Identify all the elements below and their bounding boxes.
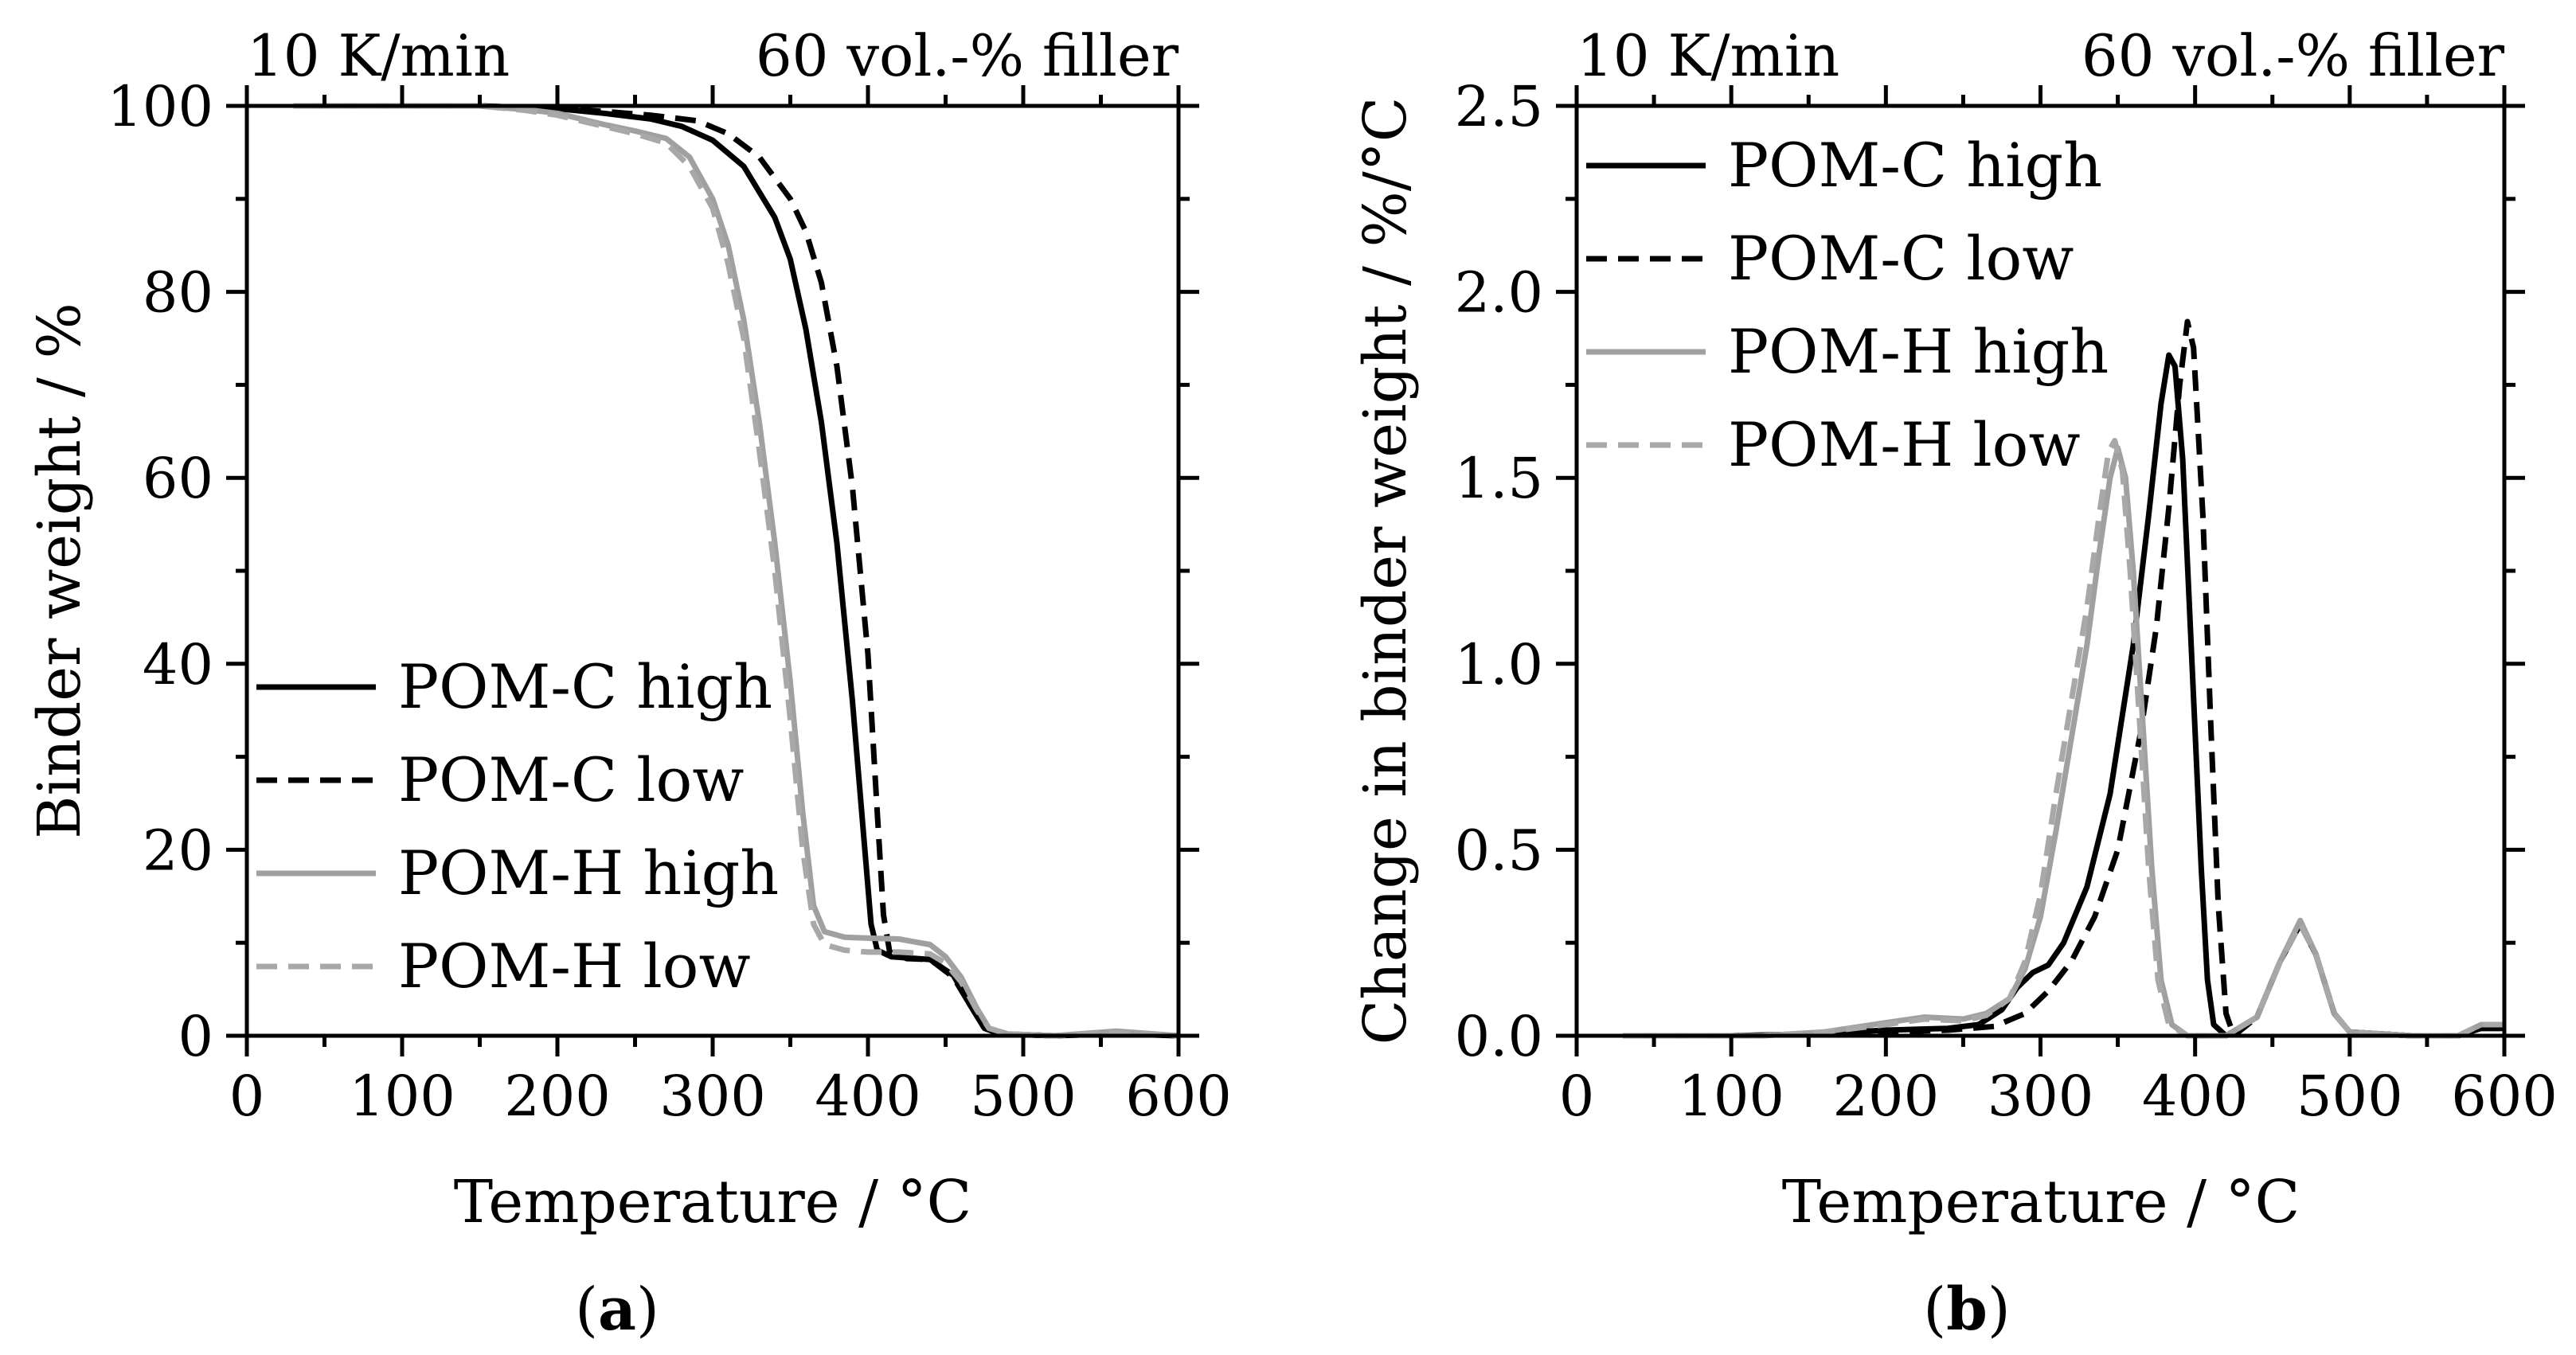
panel-b-x-tick-label: 200: [1833, 1064, 1940, 1129]
panel-b-y-tick-label: 2.5: [1455, 74, 1543, 139]
panel-b-x-tick-label: 0: [1559, 1064, 1595, 1129]
panel-b-series-layer: [1623, 318, 2504, 1039]
panel-a-y-tick-label: 20: [143, 818, 213, 883]
panel-b-x-tick-label: 600: [2451, 1064, 2558, 1129]
panel-b-legend-label: POM-H low: [1728, 409, 2081, 480]
panel-a-chart: 10 K/min 60 vol.-% filler 0 100 200 300 400 5…: [25, 22, 1232, 1344]
panel-a-y-axis-title: Binder weight / %: [25, 303, 94, 839]
panel-b-y-tick-label: 0.5: [1455, 818, 1543, 883]
panel-a-caption-close: ): [636, 1275, 659, 1344]
panel-a-x-tick-label: 0: [229, 1064, 265, 1129]
panel-a-y-tick-label: 60: [143, 446, 213, 511]
panel-a-y-tick-label: 100: [107, 74, 213, 139]
panel-b-caption: (b): [1923, 1275, 2011, 1344]
panel-a-y-tick-label: 80: [143, 260, 213, 326]
panel-b-y-tick-label: 1.0: [1455, 632, 1543, 697]
panel-b-legend-label: POM-H high: [1728, 316, 2109, 387]
panel-b-y-tick-label: 2.0: [1455, 260, 1543, 326]
panel-b-y-tick-label: 1.5: [1455, 446, 1543, 511]
panel-a-x-axis-title: Temperature / °C: [454, 1168, 971, 1236]
panel-a-series-layer: [293, 103, 1179, 1039]
panel-a-series-pom-h-low-line: [293, 103, 1179, 1039]
panel-b-x-axis-title: Temperature / °C: [1782, 1168, 2300, 1236]
panel-a-y-tick-label: 0: [178, 1004, 213, 1069]
panel-b-axes-frame: [1574, 103, 2507, 1038]
panel-b-x-tick-label: 400: [2142, 1064, 2249, 1129]
panel-b-chart: 10 K/min 60 vol.-% filler 0 100 200 300 400 5…: [1351, 22, 2558, 1344]
panel-a-caption-letter: a: [598, 1275, 636, 1344]
panel-a-legend-label: POM-C high: [398, 651, 772, 722]
panel-b-y-axis-title: Change in binder weight / %/°C: [1351, 97, 1420, 1045]
panel-b-x-tick-label: 100: [1678, 1064, 1784, 1129]
panel-a-ticks: 0 100 200 300 400 500 600 0 20 40 60 80 100: [107, 74, 1231, 1129]
panel-a-x-tick-label: 400: [815, 1064, 921, 1129]
panel-b-ticks: 0 100 200 300 400 500 600 0.0 0.5 1.0 1.5 2.0 2.5: [1455, 74, 2558, 1129]
panel-a-legend-label: POM-H high: [398, 838, 779, 908]
panel-b-caption-letter: b: [1946, 1275, 1988, 1344]
panel-a-legend: POM-C high POM-C low POM-H high POM-H low: [256, 651, 779, 1002]
panel-a-axes-frame: [244, 103, 1181, 1038]
panel-a-caption-open: (: [575, 1275, 598, 1344]
panel-b-legend-label: POM-C low: [1728, 223, 2074, 294]
panel-a-x-tick-label: 300: [659, 1064, 766, 1129]
panel-a-header-filler: 60 vol.-% filler: [756, 22, 1179, 89]
panel-b-legend: POM-C high POM-C low POM-H high POM-H low: [1586, 130, 2109, 480]
panel-b-y-tick-label: 0.0: [1455, 1004, 1543, 1069]
panel-a-header-rate: 10 K/min: [247, 22, 510, 89]
panel-a-legend-label: POM-C low: [398, 744, 744, 815]
panel-a-series-pom-c-low-line: [293, 103, 1179, 1039]
panel-a-legend-label: POM-H low: [398, 931, 751, 1002]
panel-b-series-pom-h-low-line: [1623, 438, 2504, 1039]
panel-b-header-rate: 10 K/min: [1577, 22, 1839, 89]
panel-b-caption-close: ): [1988, 1275, 2011, 1344]
panel-a-x-tick-label: 100: [349, 1064, 455, 1129]
panel-a-x-tick-label: 200: [504, 1064, 611, 1129]
panel-b-x-tick-label: 500: [2297, 1064, 2403, 1129]
panel-b-legend-label: POM-C high: [1728, 130, 2102, 201]
panel-a-x-tick-label: 500: [970, 1064, 1077, 1129]
panel-b-caption-open: (: [1923, 1275, 1946, 1344]
panel-b-x-tick-label: 300: [1988, 1064, 2094, 1129]
panel-a-y-tick-label: 40: [143, 632, 213, 697]
panel-a-x-tick-label: 600: [1125, 1064, 1232, 1129]
panel-a-caption: (a): [575, 1275, 659, 1344]
panel-b-header-filler: 60 vol.-% filler: [2082, 22, 2505, 89]
